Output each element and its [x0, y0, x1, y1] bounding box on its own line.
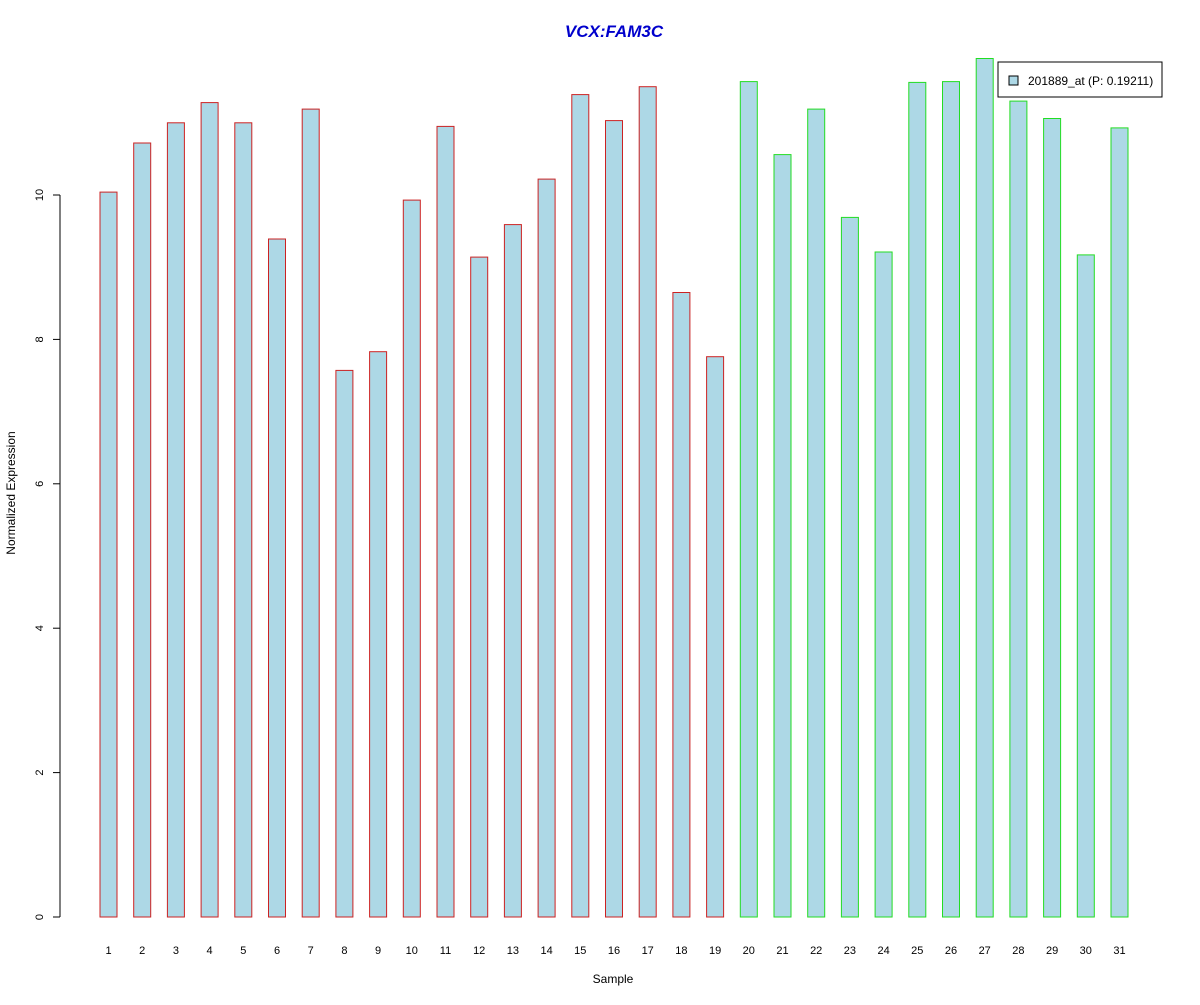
bar-sample-2: [133, 142, 152, 918]
bar-sample-7: [301, 108, 320, 918]
x-tick-label: 6: [274, 945, 280, 957]
x-tick-label: 31: [1113, 945, 1125, 957]
y-tick-label: 2: [34, 770, 46, 776]
bar-sample-9: [369, 351, 388, 918]
y-tick-label: 4: [34, 625, 46, 631]
x-tick-label: 7: [308, 945, 314, 957]
bar-sample-15: [571, 94, 590, 918]
bar-sample-23: [840, 216, 859, 918]
x-tick-label: 23: [844, 945, 856, 957]
bar-sample-10: [402, 199, 421, 918]
x-tick-label: 10: [406, 945, 418, 957]
bar-sample-6: [268, 238, 286, 918]
bar-sample-24: [874, 251, 893, 918]
legend-swatch: [1008, 75, 1019, 86]
bar-sample-13: [503, 224, 522, 918]
x-tick-label: 19: [709, 945, 721, 957]
x-tick-label: 16: [608, 945, 620, 957]
bar-sample-5: [234, 122, 253, 918]
x-tick-label: 29: [1046, 945, 1058, 957]
x-tick-labels: 1 2 3 4 5 6 7 8 9 10 11 12 13 14 15 16 17 18 19 20 21 22 23 24 2…: [105, 945, 1125, 957]
x-tick-label: 8: [341, 945, 347, 957]
bar-sample-11: [436, 125, 455, 918]
x-tick-label: 14: [540, 945, 552, 957]
x-tick-label: 2: [139, 945, 145, 957]
bar-sample-20: [739, 81, 758, 918]
x-tick-label: 9: [375, 945, 381, 957]
bar-sample-21: [773, 154, 792, 918]
x-tick-label: 4: [207, 945, 213, 957]
x-tick-label: 25: [911, 945, 923, 957]
x-tick-label: 5: [240, 945, 246, 957]
bar-sample-12: [470, 256, 489, 918]
bar-sample-30: [1076, 254, 1095, 918]
bar-sample-8: [335, 369, 354, 918]
x-tick-label: 3: [173, 945, 179, 957]
bar-sample-22: [807, 108, 826, 918]
y-tick-label: 6: [34, 481, 46, 487]
bar-sample-31: [1110, 127, 1129, 918]
bar-sample-17: [638, 86, 657, 918]
x-tick-label: 15: [574, 945, 586, 957]
y-axis-label: Normalized Expression: [4, 431, 18, 554]
x-tick-label: 1: [105, 945, 111, 957]
x-tick-label: 30: [1080, 945, 1092, 957]
chart-title: VCX:FAM3C: [565, 22, 664, 41]
x-tick-label: 27: [979, 945, 991, 957]
x-tick-label: 28: [1012, 945, 1024, 957]
legend-label: 201889_at (P: 0.19211): [1028, 74, 1153, 88]
x-tick-label: 26: [945, 945, 957, 957]
bar-sample-3: [166, 122, 185, 918]
x-axis-label: Sample: [593, 972, 634, 986]
bar-sample-18: [672, 292, 691, 918]
y-tick-label: 10: [34, 189, 46, 201]
x-tick-label: 17: [642, 945, 654, 957]
bar-sample-29: [1043, 118, 1062, 918]
bar-sample-27: [975, 58, 994, 918]
x-tick-label: 20: [743, 945, 755, 957]
legend: 201889_at (P: 0.19211): [997, 61, 1163, 98]
bar-sample-16: [605, 120, 623, 918]
x-tick-label: 24: [877, 945, 889, 957]
x-tick-label: 18: [675, 945, 687, 957]
bar-sample-26: [942, 81, 960, 918]
bar-sample-4: [200, 102, 219, 918]
bar-sample-28: [1009, 100, 1028, 918]
bar-sample-14: [537, 178, 556, 918]
x-tick-label: 22: [810, 945, 822, 957]
x-tick-label: 11: [440, 945, 451, 957]
x-tick-label: 12: [473, 945, 485, 957]
x-tick-label: 13: [507, 945, 519, 957]
x-tick-label: 21: [776, 945, 788, 957]
y-axis: 0 2 4 6 8 10: [34, 189, 61, 920]
y-tick-label: 8: [34, 336, 46, 342]
bars-group: [99, 58, 1129, 918]
bar-sample-1: [99, 191, 118, 918]
legend-box: [997, 61, 1163, 98]
bar-sample-19: [706, 356, 725, 918]
y-tick-label: 0: [34, 914, 46, 920]
bar-sample-25: [908, 81, 927, 918]
